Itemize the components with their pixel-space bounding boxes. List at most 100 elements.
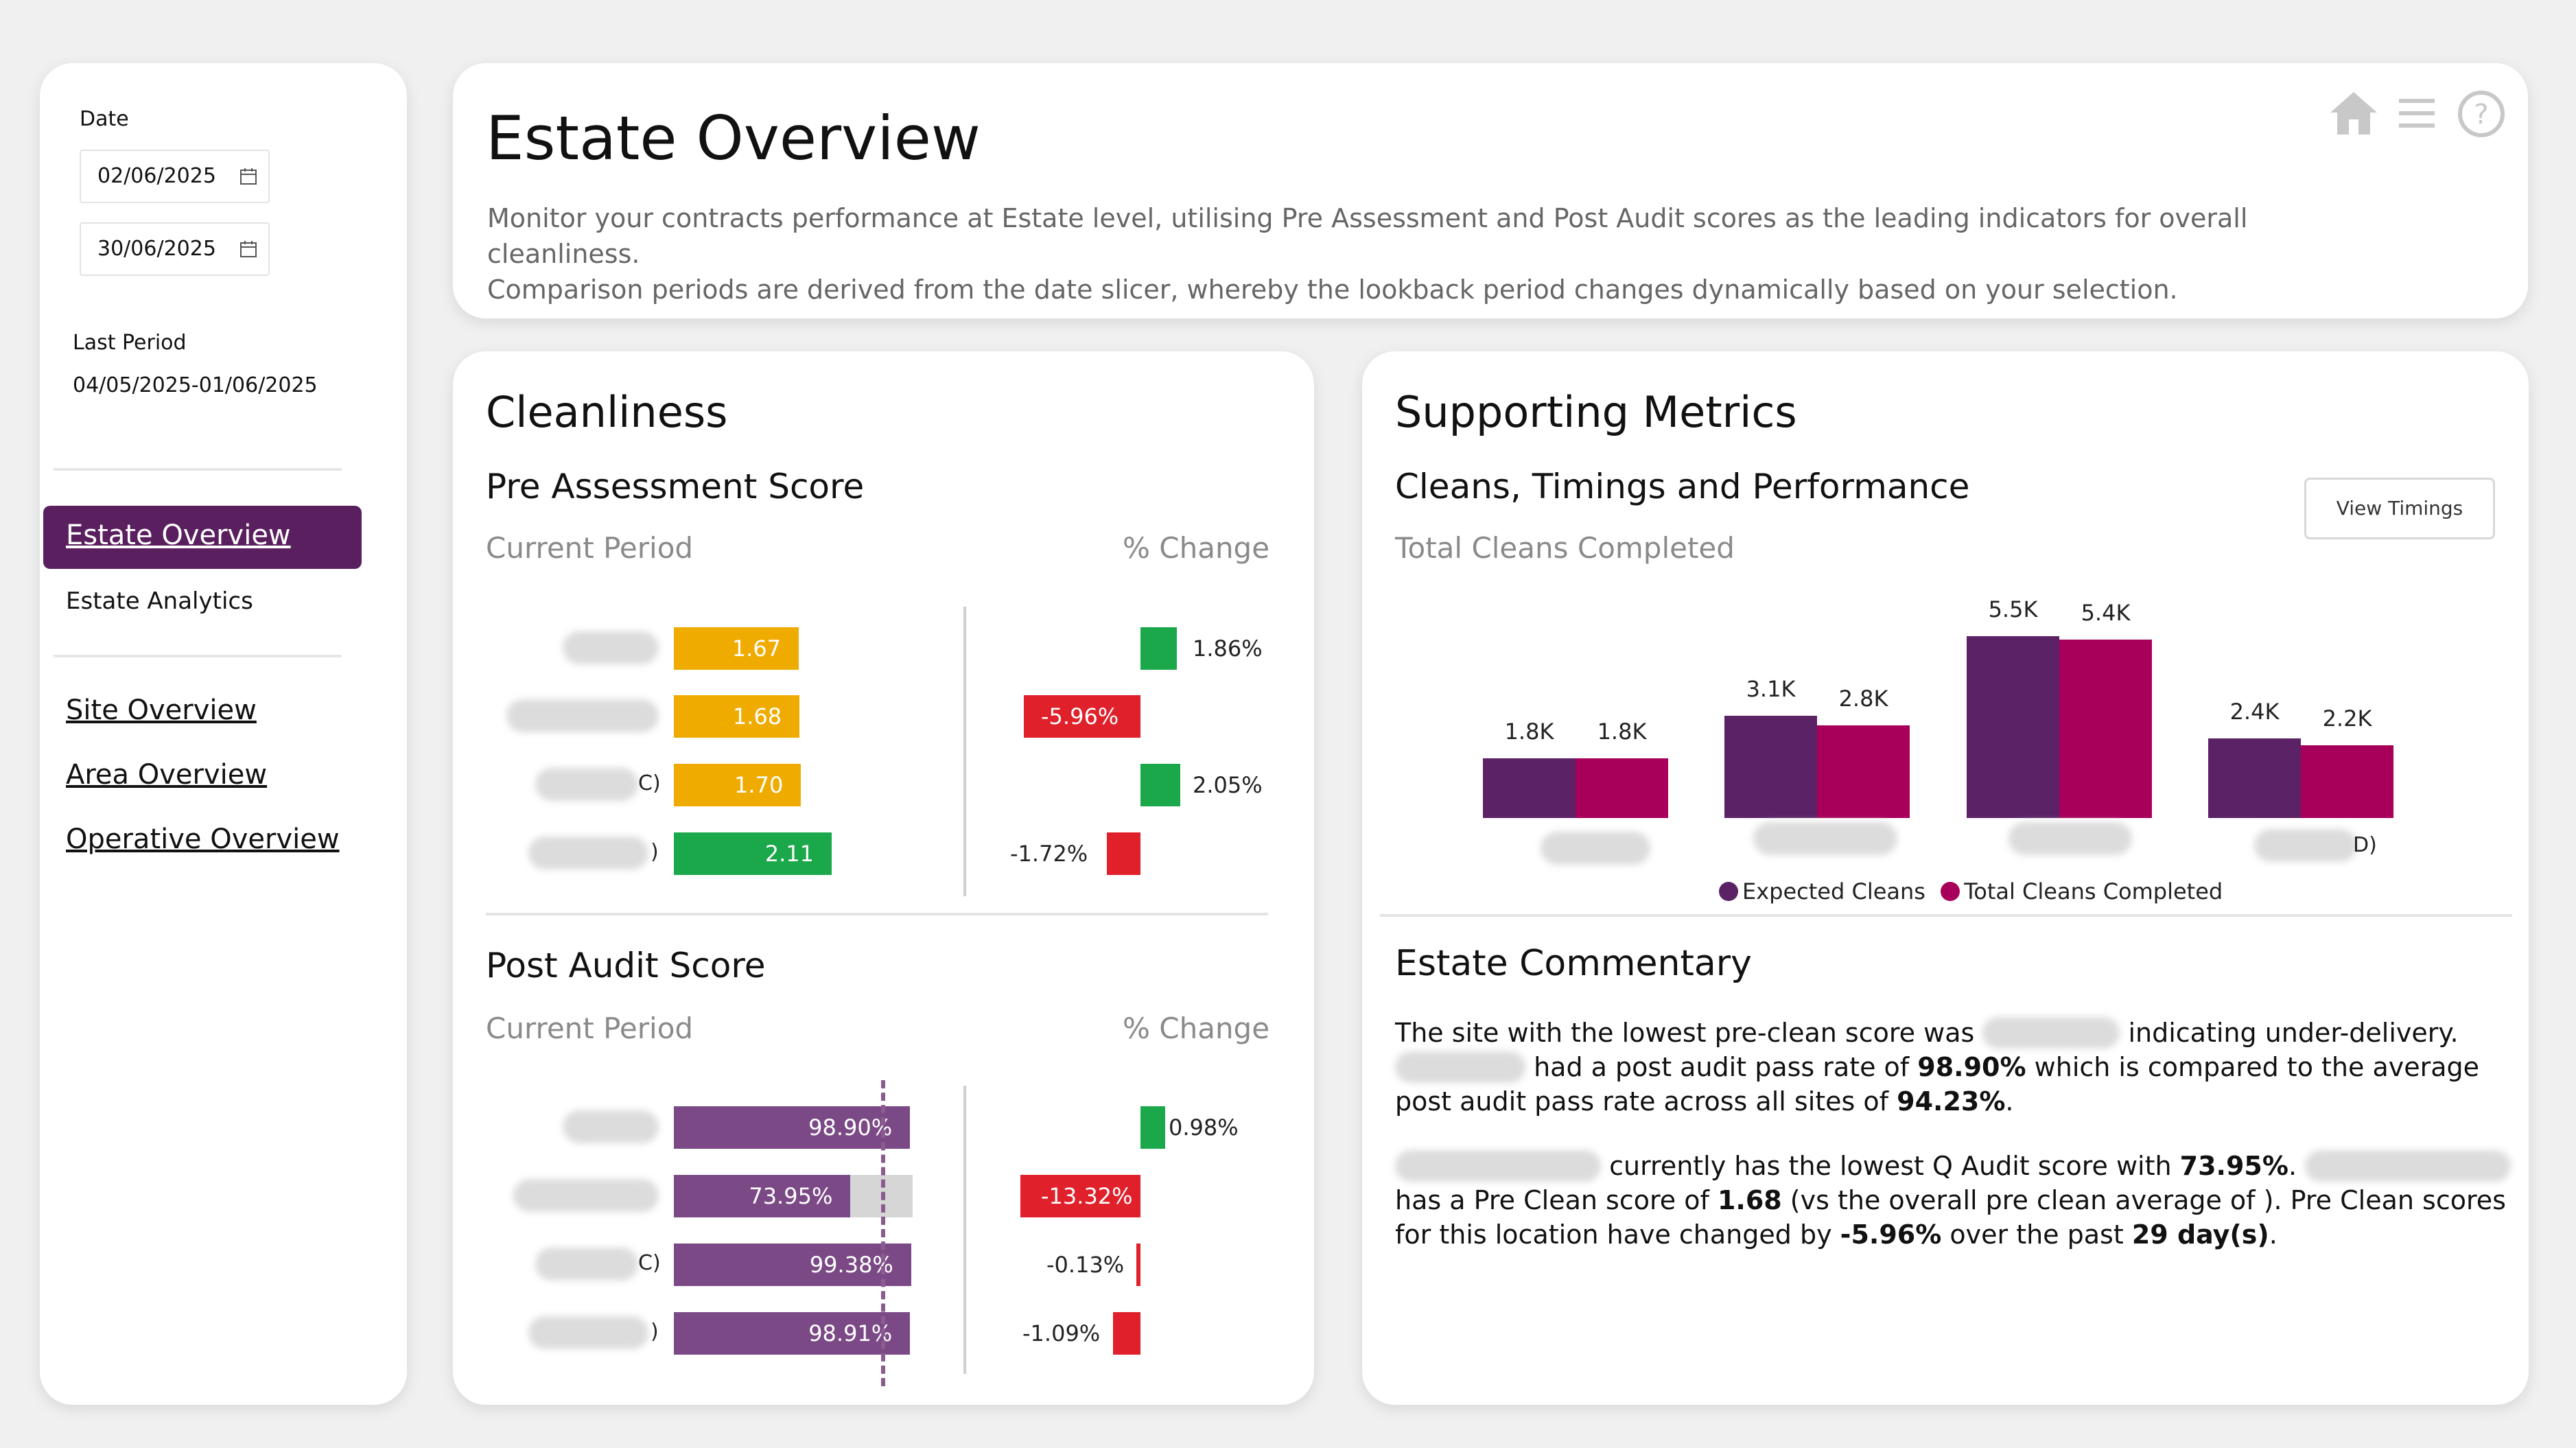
commentary-text: has a Pre Clean score of [1395,1185,1709,1215]
site-name-suffix: ) [651,1320,659,1344]
post-change-label: % Change [1123,1012,1270,1045]
commentary-text: (vs the overall pre clean average of ). … [1395,1185,2506,1250]
chart-bar [1967,635,2059,818]
pre-change-bar [1140,764,1181,806]
help-icon[interactable]: ? [2457,89,2506,139]
section-divider [486,913,1268,915]
post-change-bar [1020,1175,1140,1217]
chart-data-label: 2.8K [1838,686,1888,712]
category-name-redacted [1753,822,1897,855]
sidebar-item-operative-overview[interactable]: Operative Overview [66,824,340,855]
average-target-line [881,1080,885,1386]
pre-change-bar [1024,695,1140,738]
post-score-bar: 98.91% [674,1312,911,1355]
sidebar-item-estate-overview[interactable]: Estate Overview [43,506,362,569]
pre-change-value: 2.05% [1193,772,1263,798]
date-to-value: 30/06/2025 [97,237,216,261]
redacted-text [2305,1150,2511,1182]
post-change-value: -0.13% [1046,1252,1125,1278]
menu-icon[interactable] [2396,89,2437,137]
header-card: Estate Overview Monitor your contracts p… [453,63,2528,318]
commentary-text: which is compared to the average post au… [1395,1052,2480,1117]
chart-data-label: 3.1K [1746,675,1796,702]
post-current-period-label: Current Period [486,1012,694,1045]
post-audit-title: Post Audit Score [486,946,766,985]
home-icon[interactable] [2328,89,2380,137]
commentary-value: 1.68 [1717,1185,1782,1215]
pre-current-period-label: Current Period [486,531,694,565]
post-change-value: -13.32% [1041,1183,1133,1209]
supporting-metrics-title: Supporting Metrics [1395,387,1797,437]
commentary-text: . [2288,1151,2297,1181]
site-name-suffix: ) [651,840,659,864]
category-name-redacted [2254,829,2357,862]
post-score-bar: 98.90% [674,1106,911,1149]
site-name-redacted [528,837,648,869]
axis-line [963,1086,966,1374]
site-name-redacted [563,1110,659,1143]
legend-swatch [1719,882,1738,901]
cleanliness-card: Cleanliness Pre Assessment Score Current… [453,351,1314,1405]
pre-change-value: 1.86% [1193,635,1263,662]
sidebar-item-label: Estate Overview [66,519,291,551]
sidebar-divider [54,655,342,657]
chart-bar [1817,725,1910,818]
pre-change-value: -5.96% [1041,703,1119,729]
pre-change-value: -1.72% [1010,841,1088,867]
commentary-text: over the past [1949,1219,2124,1250]
site-name-redacted [535,768,638,801]
view-timings-button[interactable]: View Timings [2304,478,2495,539]
commentary-value: 29 day(s) [2131,1219,2269,1250]
section-divider [1380,914,2512,917]
last-period-label: Last Period [73,331,187,355]
commentary-text: . [2005,1086,2014,1117]
pre-score-bar: 1.67 [674,627,799,670]
post-change-bar [1140,1106,1166,1149]
site-name-redacted [513,1179,659,1212]
category-name-redacted [2009,822,2132,855]
category-name-redacted [1541,832,1650,865]
redacted-text [1395,1150,1601,1182]
post-change-value: -1.09% [1022,1320,1101,1346]
svg-text:?: ? [2474,99,2488,130]
date-to-input[interactable]: 30/06/2025 [80,222,270,276]
pre-score-bar: 1.70 [674,764,801,806]
calendar-icon[interactable] [239,240,257,258]
commentary-value: -5.96% [1840,1219,1942,1250]
page-description-line: Comparison periods are derived from the … [487,275,2178,305]
chart-bar [1483,758,1576,818]
chart-data-label: 5.4K [2081,599,2131,626]
chart-bar [1724,715,1817,818]
sidebar-item-area-overview[interactable]: Area Overview [66,759,268,791]
commentary-value: 94.23% [1897,1086,2006,1117]
sidebar-item-site-overview[interactable]: Site Overview [66,694,257,726]
chart-data-label: 2.4K [2229,699,2280,725]
post-change-bar [1136,1243,1140,1286]
post-change-value: 0.98% [1169,1114,1239,1141]
chart-data-label: 2.2K [2322,705,2372,732]
page-title: Estate Overview [486,103,981,174]
legend-entry: Total Cleans Completed [1964,878,2223,904]
chart-label: Total Cleans Completed [1395,531,1735,565]
chart-bar [2208,738,2301,818]
site-name-redacted [563,631,659,664]
date-from-value: 02/06/2025 [97,164,216,188]
site-name-redacted [506,699,659,732]
sidebar-divider [54,468,342,471]
post-score-bar: 99.38% [674,1243,911,1286]
site-name-redacted [528,1316,648,1349]
date-from-input[interactable]: 02/06/2025 [80,150,270,203]
pre-change-bar [1106,832,1140,875]
commentary-text: The site with the lowest pre-clean score… [1395,1018,1975,1048]
sidebar-item-estate-analytics[interactable]: Estate Analytics [66,587,253,615]
commentary-value: 73.95% [2179,1151,2288,1181]
commentary-text: had a post audit pass rate of [1534,1052,1910,1082]
commentary-text: . [2269,1219,2278,1250]
pre-change-label: % Change [1123,531,1270,565]
commentary-paragraph-2: currently has the lowest Q Audit score w… [1395,1149,2514,1252]
calendar-icon[interactable] [239,167,257,185]
commentary-text: currently has the lowest Q Audit score w… [1609,1151,2172,1181]
chart-bar [2301,745,2393,818]
page-description-line: Monitor your contracts performance at Es… [487,203,2248,269]
pre-score-bar: 1.68 [674,695,800,738]
